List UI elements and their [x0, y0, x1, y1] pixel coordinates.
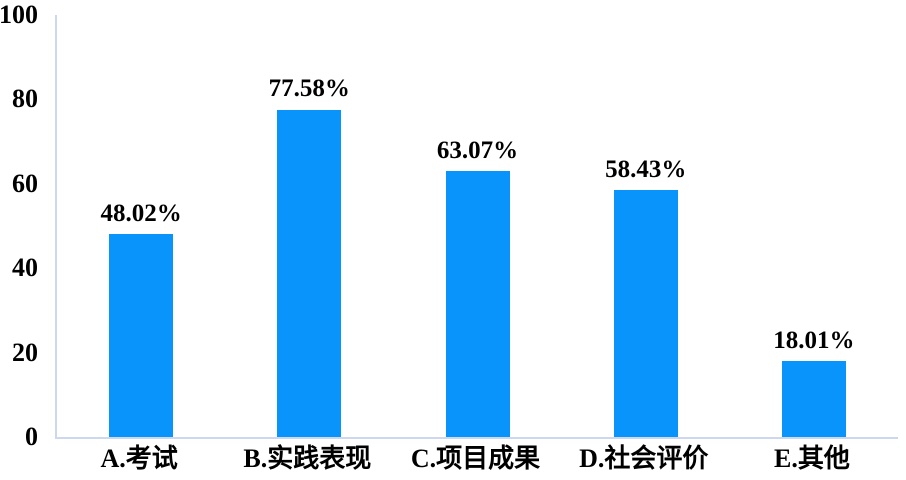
bar-column: 77.58% [225, 15, 393, 437]
y-axis-tick-label: 0 [25, 422, 38, 451]
bar-value-label: 58.43% [605, 156, 687, 184]
bar-value-label: 48.02% [100, 200, 182, 228]
x-axis: A.考试 B.实践表现 C.项目成果 D.社会评价 E.其他 [55, 443, 896, 474]
bar-column: 18.01% [730, 15, 898, 437]
bar-column: 58.43% [562, 15, 730, 437]
x-axis-label: C.项目成果 [410, 444, 541, 473]
plot-columns: 48.02% 77.58% 63.07% 58.43% 18.01% [57, 15, 898, 437]
bar-column: 63.07% [393, 15, 561, 437]
bar-value-label: 18.01% [773, 326, 855, 354]
x-axis-label: E.其他 [773, 444, 850, 473]
x-axis-label: B.实践表现 [243, 444, 372, 473]
bar [613, 190, 678, 437]
y-axis: 0 20 40 60 80 100 [0, 2, 46, 450]
bar [277, 109, 342, 437]
bar [445, 170, 510, 437]
bar [781, 361, 846, 437]
plot-area: 48.02% 77.58% 63.07% 58.43% 18.01% [55, 15, 898, 439]
y-axis-tick-label: 40 [12, 253, 38, 283]
y-axis-tick-label: 100 [0, 0, 38, 29]
bar [109, 234, 174, 437]
y-axis-tick-label: 80 [12, 84, 38, 114]
bar-value-label: 77.58% [268, 75, 350, 103]
bar-value-label: 63.07% [436, 136, 519, 164]
x-axis-label: A.考试 [100, 444, 178, 473]
bar-column: 48.02% [57, 15, 225, 437]
x-axis-label: D.社会评价 [579, 444, 709, 473]
y-axis-tick-label: 20 [12, 337, 38, 367]
y-axis-tick-label: 60 [12, 168, 38, 198]
